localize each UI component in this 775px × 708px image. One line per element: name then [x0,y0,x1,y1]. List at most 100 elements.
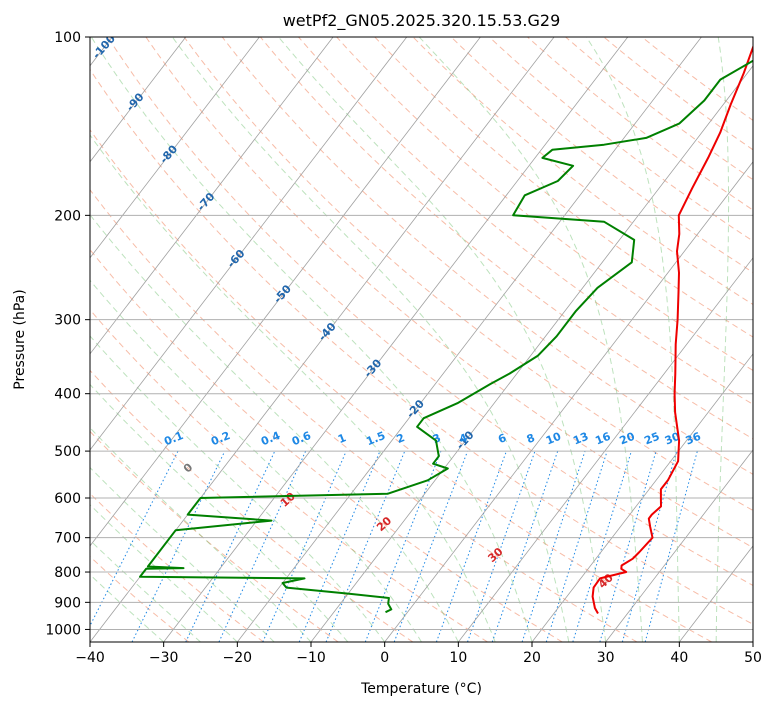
dry-adiabat-line [336,37,753,371]
mixing-ratio-line [131,450,226,642]
dry-adiabat-line [90,129,712,642]
mixing-ratio-line [435,450,507,642]
moist-adiabats [90,37,730,642]
isotherm-line [384,161,753,642]
mixing-ratio-line [218,450,307,642]
x-tick-label: −30 [149,650,179,666]
mixing-ratio-label: 16 [593,430,612,448]
x-tick-label: 0 [380,650,389,666]
chart-title: wetPf2_GN05.2025.320.15.53.G29 [283,11,561,31]
isotherm-line [90,37,260,259]
mixing-ratio-label: 20 [618,430,637,448]
y-axis-title: Pressure (hPa) [12,289,28,389]
y-tick-label: 300 [54,313,81,329]
dry-adiabat-line [90,188,638,642]
mixing-ratio-line [298,450,381,642]
x-tick-label: 50 [744,650,762,666]
y-tick-label: 500 [54,444,81,460]
y-tick-label: 200 [54,208,81,224]
mixing-ratio-line [467,450,536,642]
y-axis: 100 200 300 400 500 600 700 800 900 1000 [45,30,90,638]
isotherm-line [605,449,753,642]
mixing-ratio-line [599,450,657,642]
moist-adiabat-line [90,279,422,642]
isotherm-line [90,37,408,451]
isotherm-line [90,37,481,547]
moist-adiabat-line [90,427,312,642]
mixing-ratio-label: 25 [642,430,661,448]
mixing-ratio-line [644,450,698,642]
mixing-ratio-label: 10 [544,430,563,448]
profile-series [139,44,753,614]
mixing-ratio-label: 13 [571,430,590,448]
mixing-ratio-line [572,450,632,642]
dry-adiabat-line [145,37,753,549]
mixing-ratio-label: 8 [525,431,537,446]
dry-adiabat-line [107,37,753,587]
isotherm-line [163,37,629,642]
moist-adiabat-line [90,539,201,642]
isotherm-line [458,257,753,642]
moist-adiabat-line [90,134,496,642]
y-tick-label: 900 [54,595,81,611]
isotherm-line [90,37,187,163]
moist-adiabat-line [171,37,570,642]
moist-adiabat-line [585,37,680,642]
mixing-ratio-label: 2 [395,431,407,446]
isotherms [90,37,753,642]
y-tick-label: 400 [54,387,81,403]
dewpoint-profile [139,59,753,614]
dry-adiabat-line [527,37,753,211]
isotherm-line [237,37,702,642]
x-tick-label: 30 [597,650,615,666]
y-tick-label: 800 [54,565,81,581]
y-tick-label: 1000 [45,622,81,638]
dry-adiabat-line [183,37,753,512]
dry-adiabat-line [90,248,563,642]
mixing-ratio-label: 1 [336,431,348,446]
moist-adiabat-line [90,466,275,642]
dry-adiabat-line [488,37,753,242]
mixing-ratio-line [621,450,678,642]
moist-adiabat-line [90,383,349,642]
mixing-ratio-line [521,450,586,642]
isotherm-line [310,65,753,642]
moist-adiabat-line [90,37,533,642]
dry-adiabat-line [90,68,753,625]
mixing-ratio-line [185,450,276,642]
mixing-ratio-line [325,450,406,642]
mixing-ratio-lines [90,450,698,642]
y-tick-label: 600 [54,491,81,507]
moist-adiabat-line [278,37,607,642]
dry-adiabat-line [298,37,753,405]
x-tick-label: −20 [223,650,253,666]
mixing-ratio-line [262,450,347,642]
dry-adiabat-line [260,37,753,440]
dry-adiabats [90,37,753,642]
mixing-ratio-line [491,450,559,642]
y-tick-label: 100 [54,30,81,46]
dry-adiabat-line [565,37,753,181]
dry-adiabat-line [374,37,753,338]
moist-adiabat-line [715,37,730,642]
dry-adiabat-line [90,309,488,642]
x-tick-label: −40 [75,650,105,666]
x-tick-label: 40 [670,650,688,666]
temperature-profile [591,44,753,614]
isotherm-line [531,353,753,642]
dry-adiabat-line [90,430,339,642]
x-axis: −40 −30 −20 −10 0 10 20 30 40 50 [75,642,762,666]
x-tick-label: 10 [449,650,467,666]
x-axis-title: Temperature (°C) [360,681,482,697]
isotherm-line [90,37,334,355]
x-tick-label: −10 [296,650,326,666]
plot-frame [89,36,754,643]
dry-adiabat-line [90,369,414,642]
moist-adiabat-line [90,335,386,642]
moist-adiabat-line [418,37,643,642]
mixing-ratio-label: 36 [684,430,703,448]
x-tick-label: 20 [523,650,541,666]
dry-adiabat-line [603,37,753,151]
mixing-ratio-label: 3 [431,431,443,446]
